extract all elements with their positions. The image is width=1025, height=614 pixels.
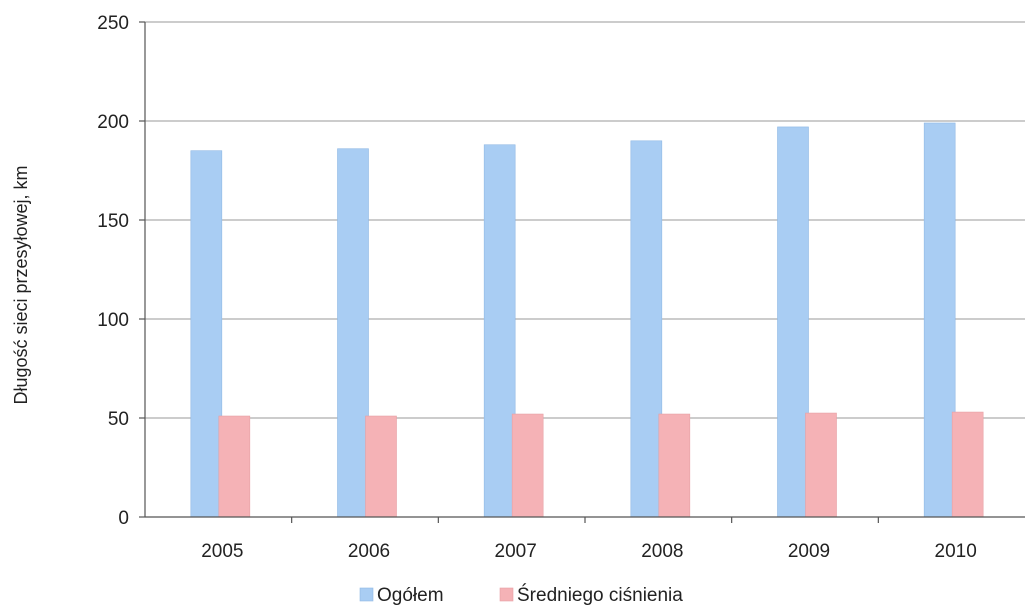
legend-label: Ogółem: [377, 585, 444, 606]
bar: [923, 122, 956, 518]
y-axis-title: Długość sieci przesyłowej, km: [11, 165, 31, 404]
bar: [951, 411, 984, 518]
bar: [511, 413, 544, 518]
gridlines: [145, 21, 1025, 419]
y-tick-label: 100: [97, 310, 129, 331]
y-axis-ticks: 0 50 100 150 200 250: [97, 13, 145, 529]
x-tick-label: 2008: [641, 541, 683, 562]
bar: [630, 140, 663, 518]
legend-item: Średniego ciśnienia: [499, 584, 683, 606]
y-tick-label: 200: [97, 112, 129, 133]
legend-item: Ogółem: [359, 585, 444, 606]
bar: [337, 148, 369, 518]
bar: [805, 412, 837, 518]
y-tick-label: 250: [97, 13, 129, 34]
legend-swatch: [499, 587, 514, 602]
bar: [483, 144, 516, 518]
bar: [365, 415, 397, 518]
x-tick-label: 2007: [495, 541, 537, 562]
bars: [190, 122, 984, 518]
x-tick-label: 2009: [788, 541, 830, 562]
legend-swatch: [359, 587, 374, 602]
axes: [144, 22, 1025, 518]
legend-label: Średniego ciśnienia: [517, 584, 683, 606]
x-tick-label: 2010: [935, 541, 977, 562]
y-tick-label: 150: [97, 211, 129, 232]
x-tick-label: 2005: [201, 541, 243, 562]
x-axis-ticks: 2005 2006 2007 2008 2009 2010: [201, 517, 977, 562]
y-tick-label: 0: [118, 508, 129, 529]
bar: [190, 150, 223, 518]
bar: [218, 415, 251, 518]
x-tick-label: 2006: [348, 541, 390, 562]
bar: [658, 413, 691, 518]
bar: [777, 126, 809, 518]
y-tick-label: 50: [108, 409, 129, 430]
legend: Ogółem Średniego ciśnienia: [359, 584, 683, 606]
